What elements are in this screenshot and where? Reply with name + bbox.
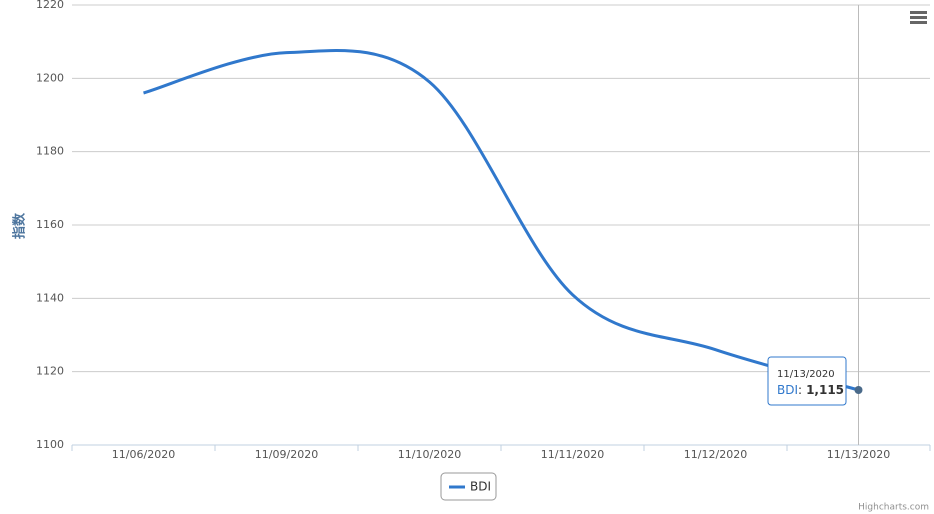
x-tick-label: 11/10/2020 <box>398 448 461 461</box>
tooltip-value: 1,115 <box>806 383 844 397</box>
tooltip-series: BDI <box>777 383 798 397</box>
y-tick-label: 1160 <box>36 218 64 231</box>
menu-bar <box>910 21 927 24</box>
legend-label[interactable]: BDI <box>470 480 491 494</box>
y-tick-label: 1220 <box>36 0 64 11</box>
legend[interactable]: BDI <box>440 472 497 501</box>
x-tick-label: 11/13/2020 <box>827 448 890 461</box>
menu-bar <box>910 16 927 19</box>
x-tick-label: 11/09/2020 <box>255 448 318 461</box>
menu-button[interactable] <box>908 10 928 26</box>
hover-point <box>854 386 863 394</box>
tooltip: 11/13/2020 BDI: 1,115 <box>767 356 847 406</box>
y-tick-label: 1180 <box>36 145 64 158</box>
tooltip-line: BDI: 1,115 <box>777 383 844 397</box>
y-tick-label: 1100 <box>36 438 64 451</box>
x-tick-label: 11/12/2020 <box>684 448 747 461</box>
y-tick-label: 1120 <box>36 365 64 378</box>
x-tick-label: 11/11/2020 <box>541 448 604 461</box>
line-series <box>143 49 859 392</box>
credits[interactable]: Highcharts.com <box>858 503 929 513</box>
x-tick-label: 11/06/2020 <box>112 448 175 461</box>
legend-box <box>440 472 497 501</box>
y-tick-label: 1140 <box>36 291 64 304</box>
tooltip-title: 11/13/2020 <box>777 369 835 380</box>
menu-bar <box>910 11 927 14</box>
y-axis-title: 指数 <box>12 212 28 239</box>
y-tick-label: 1200 <box>36 71 64 84</box>
tooltip-box <box>767 356 847 406</box>
tooltip-sep: : <box>798 383 802 397</box>
